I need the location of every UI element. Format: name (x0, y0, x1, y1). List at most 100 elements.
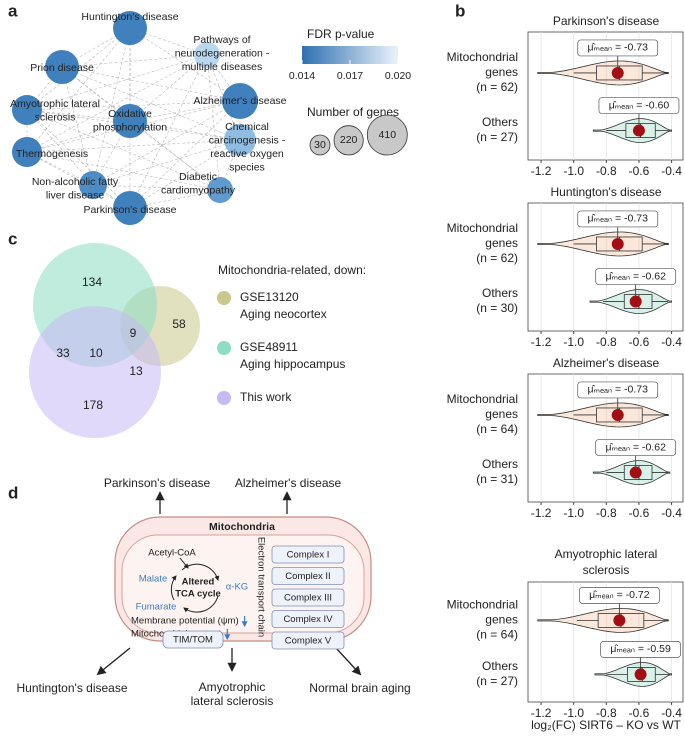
legend-title: FDR p-value (307, 27, 375, 41)
node (45, 50, 79, 84)
node-label: Oxidative (108, 108, 152, 120)
node-label: Thermogenesis (16, 148, 88, 160)
x-tick-label: -0.4 (661, 335, 682, 349)
legend-label: GSE48911 (240, 340, 298, 354)
x-tick-label: -1.2 (531, 335, 552, 349)
node-label: Parkinson's disease (83, 204, 176, 216)
x-tick-label: -0.8 (596, 506, 617, 520)
mean-label: μ̂ₘₑₐₙ = -0.73 (587, 42, 648, 54)
complex-label: Complex IV (283, 614, 333, 625)
edge (61, 66, 241, 141)
edge (26, 120, 131, 153)
tca-label: TCA cycle (175, 589, 221, 600)
venn-count: 58 (172, 317, 186, 331)
node-label: sclerosis (35, 111, 76, 123)
x-tick-label: -0.4 (661, 706, 682, 720)
edge (26, 27, 131, 153)
y-tick-label: Others (482, 659, 518, 673)
x-tick-label: -0.6 (629, 164, 650, 178)
x-axis-label: log₂(FC) SIRT6 – KO vs WT (531, 718, 681, 732)
edge (26, 151, 131, 209)
metabolite: Malate (139, 574, 168, 585)
edge (26, 109, 94, 186)
outcome-label: lateral sclerosis (191, 694, 274, 708)
node-label: carcinogenesis - (209, 134, 286, 146)
tca-cycle (183, 595, 219, 613)
y-tick-label: Mitochondrial (447, 392, 518, 406)
x-tick-label: -1.2 (531, 164, 552, 178)
violin (537, 402, 669, 428)
mean-point (632, 124, 645, 137)
y-tick-label: (n = 64) (476, 422, 518, 436)
mean-label-box (595, 439, 677, 456)
legend-title: Mitochondria-related, down: (218, 263, 366, 277)
edge (129, 27, 208, 56)
box (623, 294, 653, 309)
venn-count: 10 (89, 346, 103, 360)
mean-label-box (577, 39, 659, 57)
node-label: Huntington's disease (81, 11, 178, 23)
node (113, 11, 147, 45)
node-label: Chemical (225, 121, 269, 133)
mean-label: μ̂ₘₑₐₙ = -0.72 (589, 589, 650, 601)
tca-cycle (170, 575, 177, 601)
complex-label: Complex I (287, 549, 330, 560)
edge (26, 54, 208, 111)
size-legend-label: 410 (379, 129, 397, 141)
tca-entry (179, 557, 189, 569)
violin (537, 608, 669, 633)
edge (92, 139, 241, 186)
node-label: Prion disease (30, 62, 94, 74)
size-legend-circle (333, 125, 364, 156)
node (222, 83, 258, 119)
venn-count: 9 (130, 326, 137, 340)
size-legend-circle (309, 134, 331, 156)
panel-label: c (8, 229, 17, 248)
y-tick-label: Mitochondrial (447, 221, 518, 235)
y-tick-label: Others (482, 457, 518, 471)
node-label: phosphorylation (93, 121, 167, 133)
chart-title: Huntington's disease (550, 185, 661, 199)
edge (26, 151, 221, 191)
mean-label-box (579, 587, 660, 604)
complex-label: Complex II (285, 571, 330, 582)
legend-label: GSE13120 (240, 290, 299, 304)
node (194, 42, 220, 68)
violin (537, 231, 669, 257)
x-tick-label: -0.8 (596, 335, 617, 349)
x-tick-label: -0.6 (629, 506, 650, 520)
panel-label: b (455, 1, 465, 20)
node-label: Diabetic (179, 171, 217, 183)
outcome-label: Amyotrophic (199, 680, 266, 694)
x-tick-label: -0.8 (596, 164, 617, 178)
edge (61, 66, 94, 186)
x-tick-label: -1.0 (563, 506, 584, 520)
edge (129, 100, 241, 122)
edge (61, 66, 241, 102)
mean-label: μ̂ₘₑₐₙ = -0.62 (605, 441, 666, 453)
legend-label: Aging hippocampus (240, 357, 345, 371)
x-tick-label: -0.8 (596, 706, 617, 720)
complex-label: Complex III (284, 592, 332, 603)
x-tick-label: -1.0 (563, 335, 584, 349)
venn-count: 13 (129, 364, 143, 378)
chart-title: Alzheimer's disease (553, 356, 660, 370)
x-tick-label: -1.2 (531, 506, 552, 520)
y-tick-label: genes (485, 407, 518, 421)
edge (129, 27, 241, 102)
node (12, 137, 42, 167)
mean-label-box (577, 381, 659, 399)
colorbar-tick-label: 0.014 (289, 70, 315, 82)
edge (26, 54, 208, 153)
y-tick-label: Mitochondrial (447, 50, 518, 64)
mean-point (629, 466, 642, 479)
node-label: Amyotrophic lateral (10, 98, 100, 110)
node (207, 177, 233, 203)
edge (206, 54, 221, 191)
complex-label: Complex V (285, 635, 332, 646)
x-tick-label: -0.6 (629, 706, 650, 720)
mean-label-box (598, 97, 680, 114)
venn-set (29, 306, 161, 438)
x-tick-label: -1.0 (563, 164, 584, 178)
colorbar-tick-label: 0.017 (337, 70, 363, 82)
